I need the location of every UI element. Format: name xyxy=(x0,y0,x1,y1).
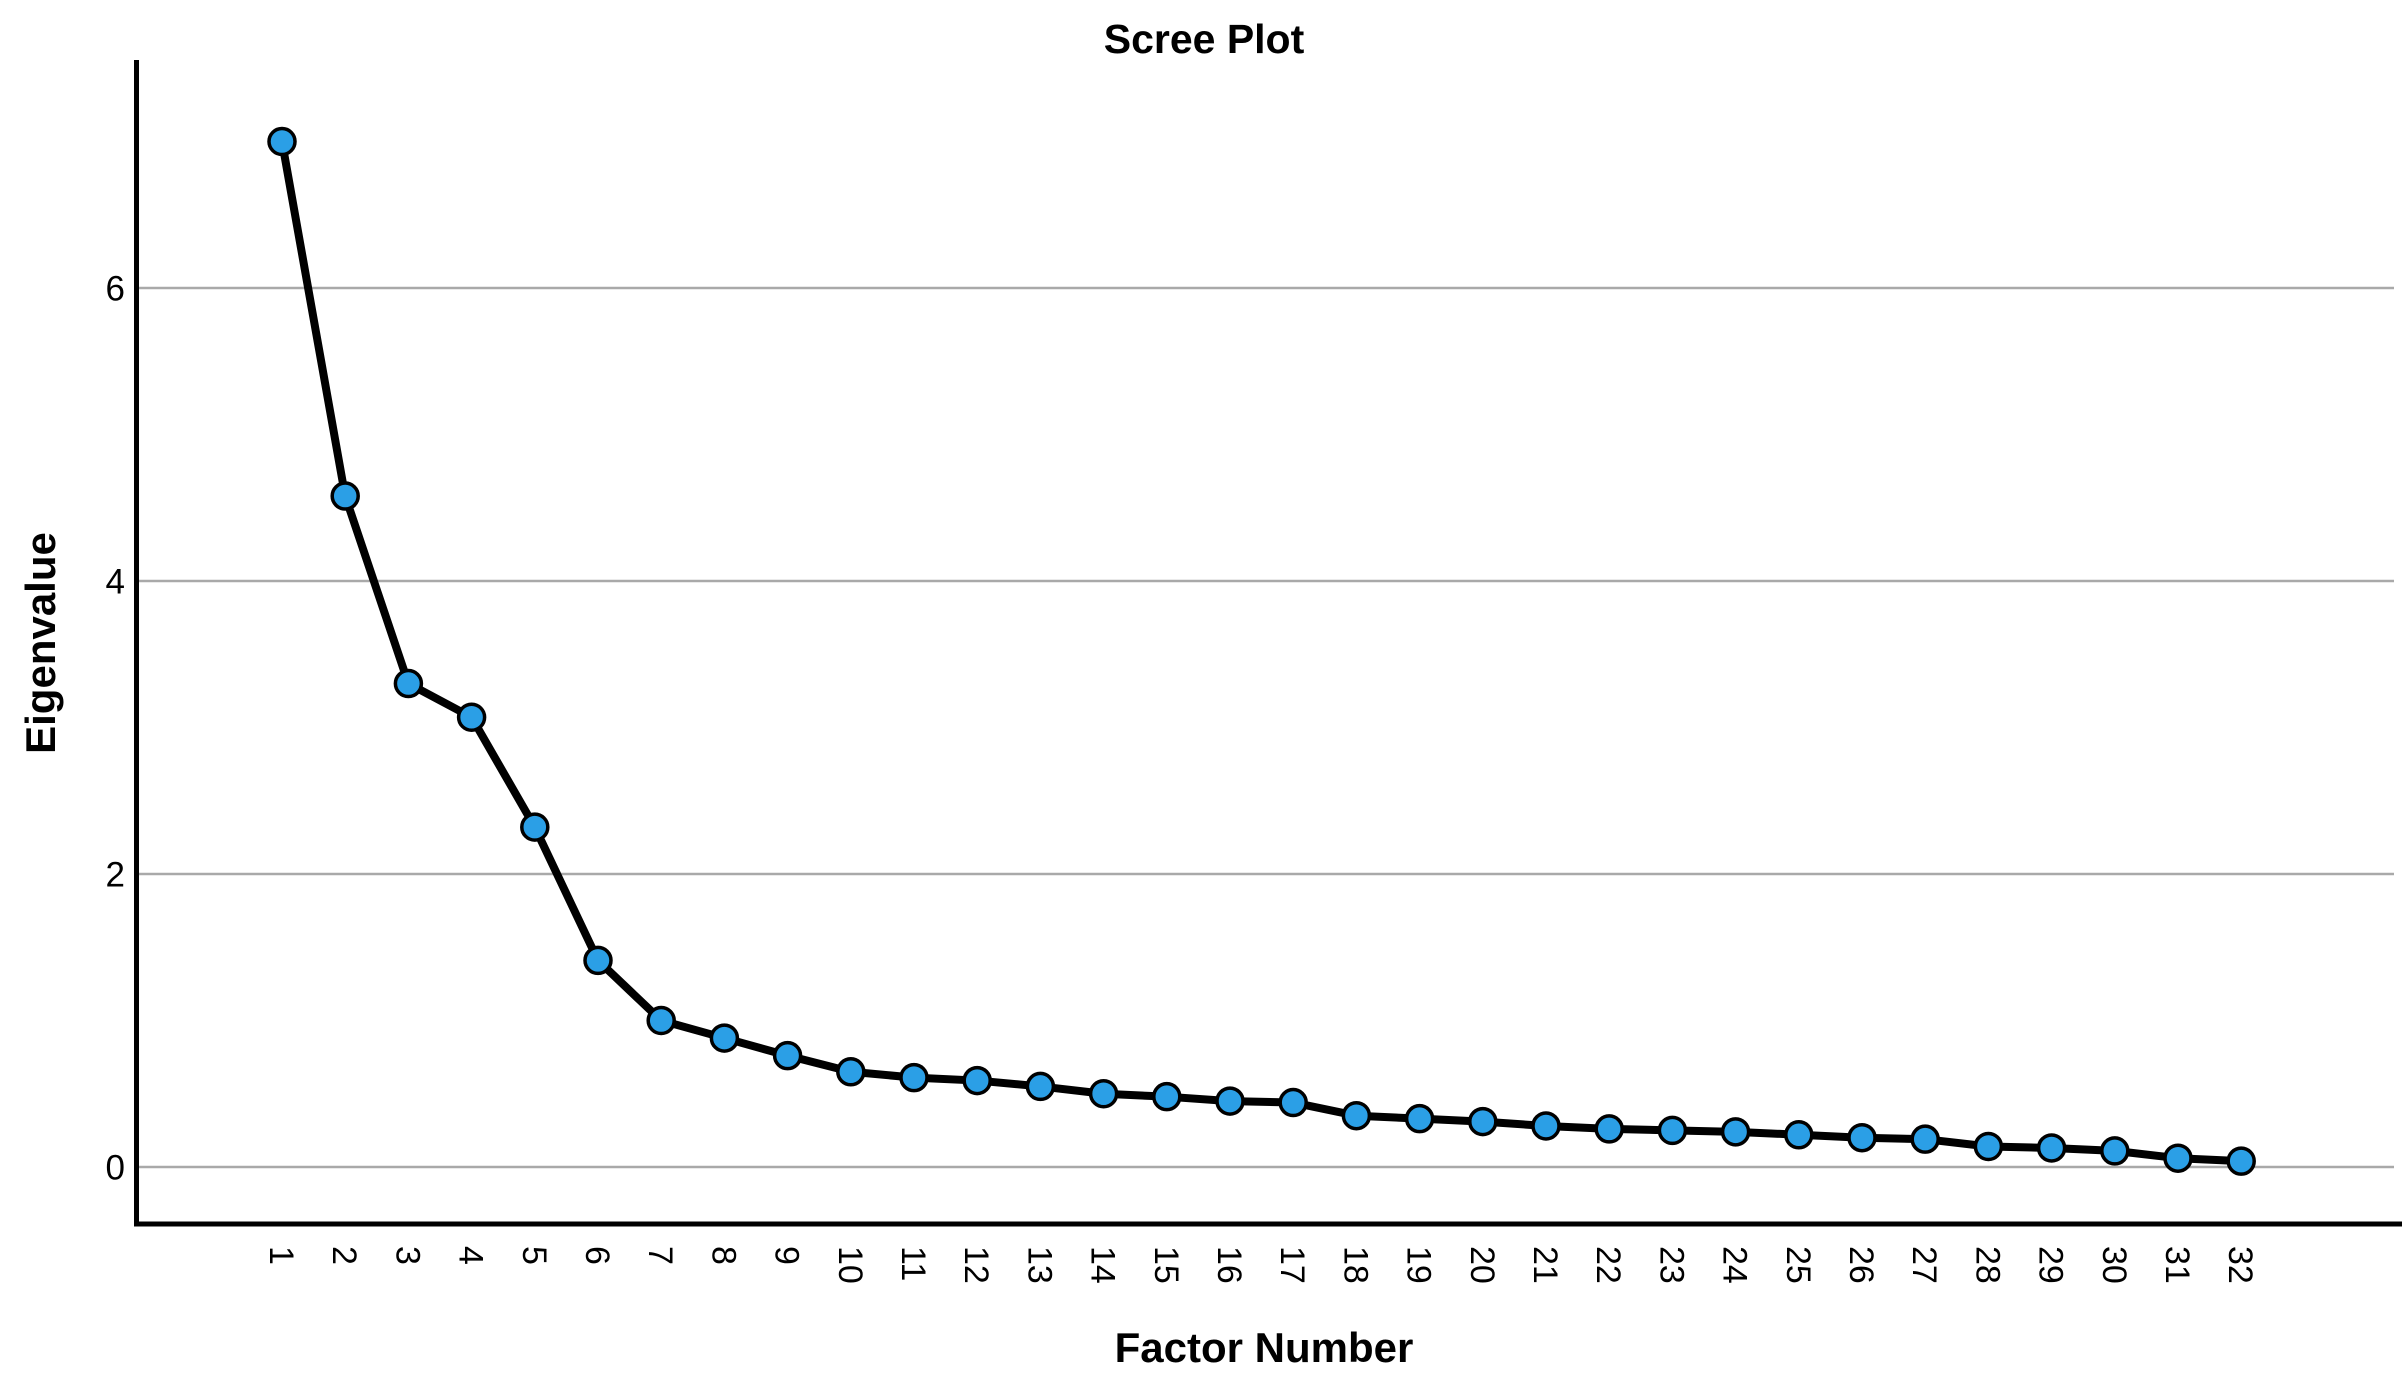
data-point-marker xyxy=(2226,1146,2256,1176)
x-tick-label: 23 xyxy=(1652,1246,1690,1284)
x-tick-label: 14 xyxy=(1084,1246,1122,1284)
x-tick-label: 11 xyxy=(894,1246,932,1281)
data-point-marker xyxy=(1468,1106,1498,1137)
data-point-marker xyxy=(1847,1122,1877,1153)
x-tick-label: 29 xyxy=(2032,1246,2070,1284)
x-tick-label: 4 xyxy=(452,1246,490,1265)
data-point-marker xyxy=(2100,1136,2130,1166)
y-tick-label: 0 xyxy=(106,1149,125,1188)
data-point-marker xyxy=(1784,1120,1814,1150)
x-tick-label: 9 xyxy=(768,1246,806,1265)
x-tick-label: 1 xyxy=(262,1246,300,1265)
data-point-marker xyxy=(962,1065,992,1096)
data-point-marker xyxy=(1531,1111,1561,1141)
data-point-marker xyxy=(583,945,613,976)
x-tick-label: 25 xyxy=(1779,1246,1817,1284)
data-point-marker xyxy=(1215,1086,1245,1116)
x-tick-label: 15 xyxy=(1147,1246,1185,1284)
x-tick-label: 24 xyxy=(1716,1246,1754,1284)
data-point-marker xyxy=(899,1062,929,1093)
x-tick-label: 30 xyxy=(2095,1246,2133,1284)
data-point-marker xyxy=(1341,1100,1372,1131)
data-point-marker xyxy=(267,126,297,157)
data-point-marker xyxy=(1720,1117,1751,1147)
x-tick-label: 22 xyxy=(1589,1246,1627,1284)
data-point-marker xyxy=(1025,1071,1056,1102)
x-tick-label: 2 xyxy=(325,1246,363,1265)
x-tick-label: 26 xyxy=(1842,1246,1880,1284)
y-tick-label: 6 xyxy=(106,270,125,309)
x-tick-label: 8 xyxy=(704,1246,742,1265)
data-point-marker xyxy=(2036,1133,2067,1163)
data-point-marker xyxy=(456,702,487,732)
x-tick-label: 18 xyxy=(1336,1246,1374,1284)
data-point-marker xyxy=(772,1040,803,1071)
x-tick-label: 20 xyxy=(1463,1246,1501,1284)
x-tick-label: 5 xyxy=(515,1246,553,1265)
data-point-marker xyxy=(520,812,550,842)
data-point-marker xyxy=(1278,1087,1308,1118)
y-tick-label: 2 xyxy=(106,856,125,895)
x-tick-label: 17 xyxy=(1273,1246,1311,1284)
data-point-marker xyxy=(1088,1079,1119,1109)
data-point-marker xyxy=(836,1057,866,1087)
x-tick-label: 16 xyxy=(1210,1246,1248,1284)
data-point-marker xyxy=(330,481,360,511)
data-point-marker xyxy=(646,1005,676,1036)
x-tick-label: 21 xyxy=(1526,1246,1564,1284)
data-point-marker xyxy=(2163,1143,2193,1173)
data-point-marker xyxy=(709,1023,740,1053)
data-point-marker xyxy=(1910,1124,1940,1154)
data-point-marker xyxy=(1404,1103,1435,1134)
x-tick-label: 10 xyxy=(831,1246,869,1284)
series-line xyxy=(278,137,2246,1166)
data-point-marker xyxy=(1973,1131,2004,1162)
chart-title: Scree Plot xyxy=(1103,16,1305,62)
x-axis-title: Factor Number xyxy=(1114,1324,1414,1371)
x-tick-label: 13 xyxy=(1020,1246,1058,1284)
data-point-marker xyxy=(1152,1081,1182,1112)
data-point-marker xyxy=(1594,1114,1624,1144)
x-tick-label: 19 xyxy=(1400,1246,1438,1284)
x-tick-label: 27 xyxy=(1905,1246,1943,1284)
x-tick-label: 31 xyxy=(2158,1246,2196,1284)
x-tick-label: 7 xyxy=(641,1246,679,1265)
x-tick-label: 32 xyxy=(2221,1246,2259,1284)
x-tick-label: 12 xyxy=(957,1246,995,1284)
y-tick-label: 4 xyxy=(106,563,125,602)
data-point-marker xyxy=(1657,1115,1688,1146)
x-tick-label: 3 xyxy=(388,1246,426,1265)
x-tick-label: 6 xyxy=(578,1246,616,1265)
data-point-marker xyxy=(393,668,424,699)
x-tick-label: 28 xyxy=(1968,1246,2006,1284)
